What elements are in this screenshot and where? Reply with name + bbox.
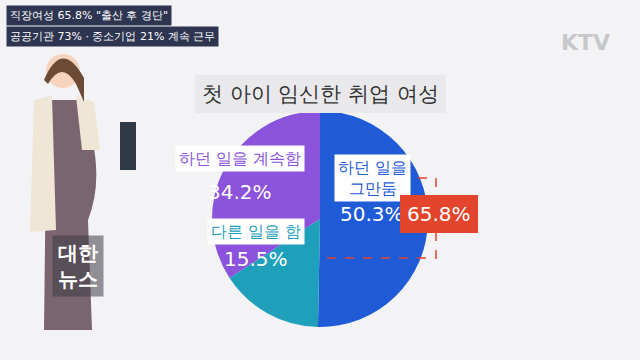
svg-text:다른 일을 함: 다른 일을 함 xyxy=(211,222,301,241)
svg-text:KTV: KTV xyxy=(561,30,610,55)
svg-text:15.5%: 15.5% xyxy=(224,247,288,271)
svg-text:대한뉴스: 대한뉴스 xyxy=(58,241,98,291)
svg-text:하던 일을 계속함: 하던 일을 계속함 xyxy=(179,149,301,168)
svg-text:첫 아이 임신한 취업 여성: 첫 아이 임신한 취업 여성 xyxy=(202,82,439,106)
svg-text:하던 일을그만둠: 하던 일을그만둠 xyxy=(338,158,407,198)
svg-text:34.2%: 34.2% xyxy=(208,180,272,204)
svg-text:공공기관 73% · 중소기업 21% 계속 근무: 공공기관 73% · 중소기업 21% 계속 근무 xyxy=(10,30,215,43)
svg-text:50.3%: 50.3% xyxy=(340,202,404,226)
svg-text:직장여성 65.8% "출산 후 경단": 직장여성 65.8% "출산 후 경단" xyxy=(10,9,168,22)
svg-text:65.8%: 65.8% xyxy=(407,202,471,226)
